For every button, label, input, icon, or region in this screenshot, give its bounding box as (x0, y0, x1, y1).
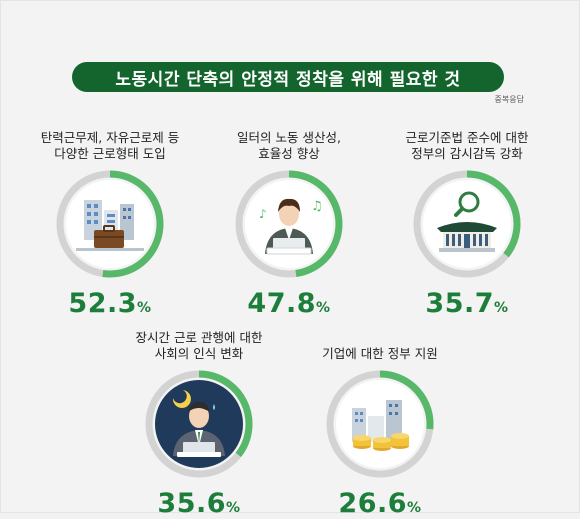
multiple-response-note: 중복응답 (494, 95, 524, 104)
worker-at-night-icon (172, 390, 225, 457)
stat-label: 일터의 노동 생산성, 효율성 향상 (237, 130, 341, 161)
donut-chart (326, 370, 434, 478)
stat-label: 기업에 대한 정부 지원 (322, 346, 438, 361)
svg-text:♪: ♪ (259, 207, 267, 221)
donut-value-arc (466, 170, 521, 258)
svg-text:♫: ♫ (311, 199, 323, 214)
stat-label: 장시간 근로 관행에 대한 사회의 인식 변화 (135, 330, 263, 361)
stat-item-productivity: 일터의 노동 생산성, 효율성 향상 ♪ ♫ 47.8% (194, 128, 384, 319)
donut-chart (145, 370, 253, 478)
donut-value-arc (198, 370, 253, 458)
stat-value: 52.3% (68, 288, 152, 319)
stat-label: 근로기준법 준수에 대한 정부의 감시감독 강화 (405, 130, 529, 161)
worker-at-laptop-music-icon: ♪ ♫ (259, 198, 323, 255)
stat-value: 26.6% (338, 488, 422, 519)
donut-value-arc (379, 370, 434, 430)
stat-value: 47.8% (247, 288, 331, 319)
buildings-coins-icon (352, 400, 409, 451)
donut-chart (413, 170, 521, 278)
stat-value: 35.6% (157, 488, 241, 519)
stat-value: 35.7% (425, 288, 509, 319)
government-building-magnifier-icon (437, 191, 497, 252)
donut-value-arc (102, 170, 164, 278)
stat-item-corporate-support: 기업에 대한 정부 지원 26.6% (285, 328, 475, 519)
donut-chart (56, 170, 164, 278)
donut-value-arc (288, 170, 343, 277)
title-text: 노동시간 단축의 안정적 정착을 위해 필요한 것 (115, 69, 461, 90)
stat-item-flexible-work: 탄력근무제, 자유근로제 등 다양한 근로형태 도입 52.3% (15, 128, 205, 319)
stat-item-government-supervision: 근로기준법 준수에 대한 정부의 감시감독 강화 35.7% (372, 128, 562, 319)
page-title: 노동시간 단축의 안정적 정착을 위해 필요한 것 (72, 62, 504, 92)
office-buildings-briefcase-icon (76, 200, 144, 251)
stat-item-social-awareness: 장시간 근로 관행에 대한 사회의 인식 변화 35.6% (104, 328, 294, 519)
stat-label: 탄력근무제, 자유근로제 등 다양한 근로형태 도입 (40, 130, 180, 161)
donut-chart: ♪ ♫ (235, 170, 343, 278)
